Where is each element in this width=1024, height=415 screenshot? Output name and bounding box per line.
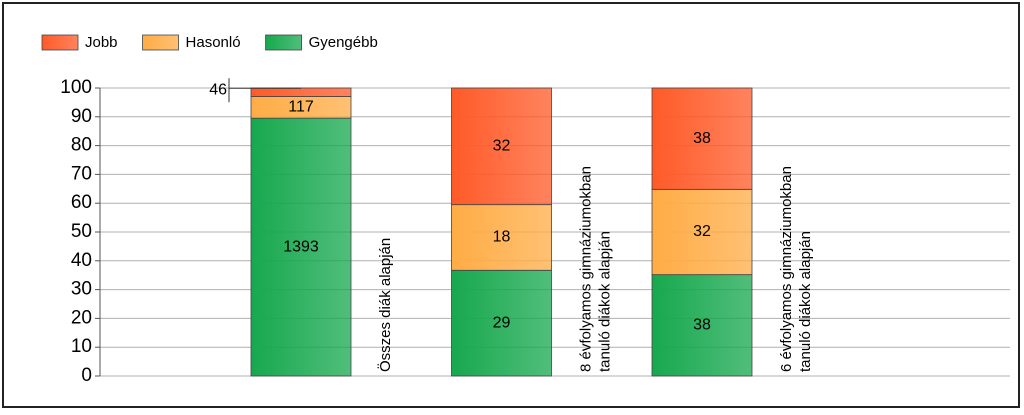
y-tick-label: 50 (71, 221, 92, 242)
y-tick-label: 70 (71, 163, 92, 184)
legend-swatch (41, 34, 79, 51)
data-label: 38 (693, 317, 711, 334)
data-label: 46 (209, 81, 227, 98)
x-tick-label: tanuló diákok alapján (596, 231, 613, 372)
data-label: 38 (693, 130, 711, 147)
bar-segment (651, 274, 753, 377)
y-tick-label: 80 (71, 135, 92, 156)
legend-swatch (142, 34, 179, 51)
y-tick-label: 20 (71, 307, 92, 328)
y-tick-label: 100 (60, 77, 92, 98)
data-label: 32 (493, 138, 511, 155)
y-tick-label: 90 (71, 106, 92, 127)
data-label: 117 (288, 99, 314, 116)
x-tick-label: 6 évfolyamos gimnáziumokban (778, 166, 795, 372)
legend-swatch (265, 34, 302, 51)
data-label: 32 (693, 223, 711, 240)
y-tick-label: 60 (71, 192, 92, 213)
data-label: 1393 (283, 238, 319, 255)
y-tick-label: 40 (71, 250, 92, 271)
bar-segment (451, 269, 552, 377)
bar-segment (451, 87, 552, 206)
legend-label: Hasonló (186, 34, 241, 51)
bar-segment (250, 117, 352, 377)
x-tick-label: 8 évfolyamos gimnáziumokban (577, 166, 594, 372)
y-tick-label: 0 (81, 365, 92, 386)
bar-segment (250, 87, 352, 97)
data-label: 18 (493, 229, 511, 246)
y-tick-label: 10 (71, 336, 92, 357)
y-tick-label: 30 (71, 279, 92, 300)
legend-label: Gyengébb (309, 34, 378, 51)
bar-segment (651, 188, 753, 276)
bar-segment (651, 87, 753, 190)
x-tick-label: Összes diák alapján (376, 238, 394, 372)
x-tick-label: tanuló diákok alapján (797, 231, 814, 372)
data-label: 29 (493, 314, 511, 331)
legend-label: Jobb (85, 34, 118, 51)
